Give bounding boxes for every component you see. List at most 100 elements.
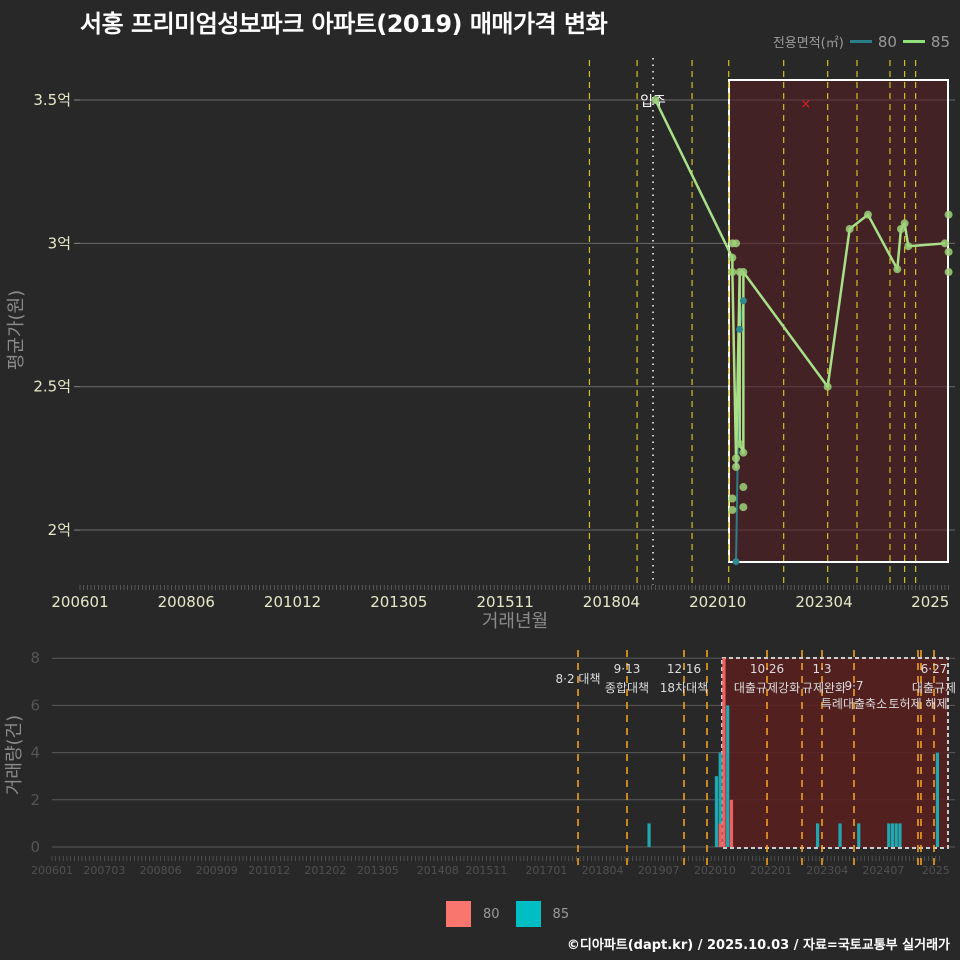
x-tick-label: 201804 [582, 864, 624, 877]
y-tick-label: 4 [30, 744, 40, 762]
data-point-85 [945, 211, 953, 219]
x-tick-label: 200806 [140, 864, 182, 877]
data-point-85 [728, 254, 736, 262]
data-point-85 [736, 440, 744, 448]
bar-85 [895, 823, 898, 847]
volume-legend: 80 85 [446, 901, 585, 927]
y-tick-label: 0 [30, 838, 40, 856]
bar-85 [936, 753, 939, 847]
data-point-85 [728, 506, 736, 514]
data-point-85 [732, 454, 740, 462]
data-point-85 [941, 239, 949, 247]
data-point-85 [739, 503, 747, 511]
policy-annotation: 10·26 [750, 662, 784, 676]
policy-annotation: 대출규제강화 [734, 681, 800, 695]
policy-annotation: 종합대책 [605, 680, 649, 695]
y-tick-label: 6 [30, 696, 40, 714]
x-tick-label: 201202 [304, 864, 346, 877]
x-tick-label: 201012 [264, 593, 321, 611]
y-tick-label: 2 [30, 791, 40, 809]
bar-80 [730, 800, 733, 847]
x-tick-label: 202201 [750, 864, 792, 877]
y-tick-label: 3억 [48, 234, 71, 252]
data-point-85 [864, 211, 872, 219]
policy-annotation: 6·27 [921, 662, 948, 676]
x-tick-label: 201511 [465, 864, 507, 877]
policy-annotation: 1·3 [812, 662, 831, 676]
data-point-85 [901, 219, 909, 227]
data-point-85 [651, 96, 659, 104]
x-axis-title: 거래년월 [482, 611, 548, 632]
x-tick-label: 201408 [417, 864, 459, 877]
x-marker: × [800, 97, 811, 112]
y-axis-title: 평균가(원) [6, 290, 27, 370]
data-point-85 [732, 463, 740, 471]
x-tick-label: 202010 [694, 864, 736, 877]
x-tick-label: 200601 [31, 864, 73, 877]
y-tick-label: 8 [30, 649, 40, 667]
policy-annotation: 특례대출축소 [821, 697, 887, 711]
data-point-85 [728, 268, 736, 276]
data-point-85 [732, 239, 740, 247]
data-point-80 [733, 558, 740, 565]
x-tick-label: 2025 [922, 864, 950, 877]
x-tick-label: 202010 [689, 593, 746, 611]
policy-annotation: 대출규제 [912, 681, 956, 695]
data-point-85 [824, 383, 832, 391]
policy-annotation: 12·16 [667, 662, 701, 676]
data-point-85 [945, 268, 953, 276]
data-point-85 [739, 268, 747, 276]
bar-85 [715, 776, 718, 847]
policy-annotation: 규제완화 [802, 681, 846, 695]
data-point-80 [736, 326, 743, 333]
x-tick-label: 201804 [583, 593, 640, 611]
bar-85 [857, 823, 860, 847]
x-tick-label: 201907 [638, 864, 680, 877]
x-tick-label: 200601 [51, 593, 108, 611]
bar-85 [891, 823, 894, 847]
y-tick-label: 2억 [48, 521, 71, 539]
chart-canvas: 3.5억 3억 2.5억 2억 200601 200806 201012 201305 2015… [0, 0, 960, 960]
policy-annotation: 18차대책 [660, 680, 708, 695]
x-tick-label: 200806 [158, 593, 215, 611]
x-tick-label: 201012 [248, 864, 290, 877]
policy-annotation: 9·13 [614, 662, 641, 676]
policy-annotation: 토허제 해제 [888, 697, 947, 711]
data-point-85 [728, 495, 736, 503]
x-tick-label: 202304 [795, 593, 852, 611]
data-point-85 [846, 225, 854, 233]
x-tick-label: 200703 [83, 864, 125, 877]
bar-85 [838, 823, 841, 847]
legend-box-85 [516, 901, 541, 927]
bar-85 [898, 823, 901, 847]
y-tick-label: 3.5억 [33, 91, 71, 109]
y-tick-label: 2.5억 [33, 378, 71, 396]
data-point-85 [739, 483, 747, 491]
x-tick-label: 201511 [477, 593, 534, 611]
data-point-85 [739, 449, 747, 457]
data-point-85 [893, 265, 901, 273]
x-tick-label: 200909 [196, 864, 238, 877]
y-axis-title: 거래량(건) [4, 715, 25, 795]
data-point-85 [945, 248, 953, 256]
bar-85 [887, 823, 890, 847]
x-tick-label: 2025 [911, 593, 949, 611]
source-footer: ©디아파트(dapt.kr) / 2025.10.03 / 자료=국토교통부 실… [567, 934, 950, 953]
x-tick-label: 201305 [370, 593, 427, 611]
legend-box-label-80: 80 [483, 907, 500, 922]
bar-85 [647, 823, 650, 847]
x-tick-label: 202407 [862, 864, 904, 877]
policy-annotation: 8·2 대책 [556, 671, 601, 686]
data-point-85 [904, 242, 912, 250]
bar-80 [722, 658, 725, 847]
bar-80 [719, 823, 722, 847]
bar-85 [726, 705, 729, 847]
x-tick-label: 202304 [806, 864, 848, 877]
x-tick-label: 201305 [357, 864, 399, 877]
legend-box-80 [446, 901, 471, 927]
x-tick-label: 201701 [525, 864, 567, 877]
policy-annotation: 9·7 [844, 679, 863, 693]
bar-85 [816, 823, 819, 847]
data-point-80 [740, 297, 747, 304]
legend-box-label-85: 85 [553, 907, 570, 922]
